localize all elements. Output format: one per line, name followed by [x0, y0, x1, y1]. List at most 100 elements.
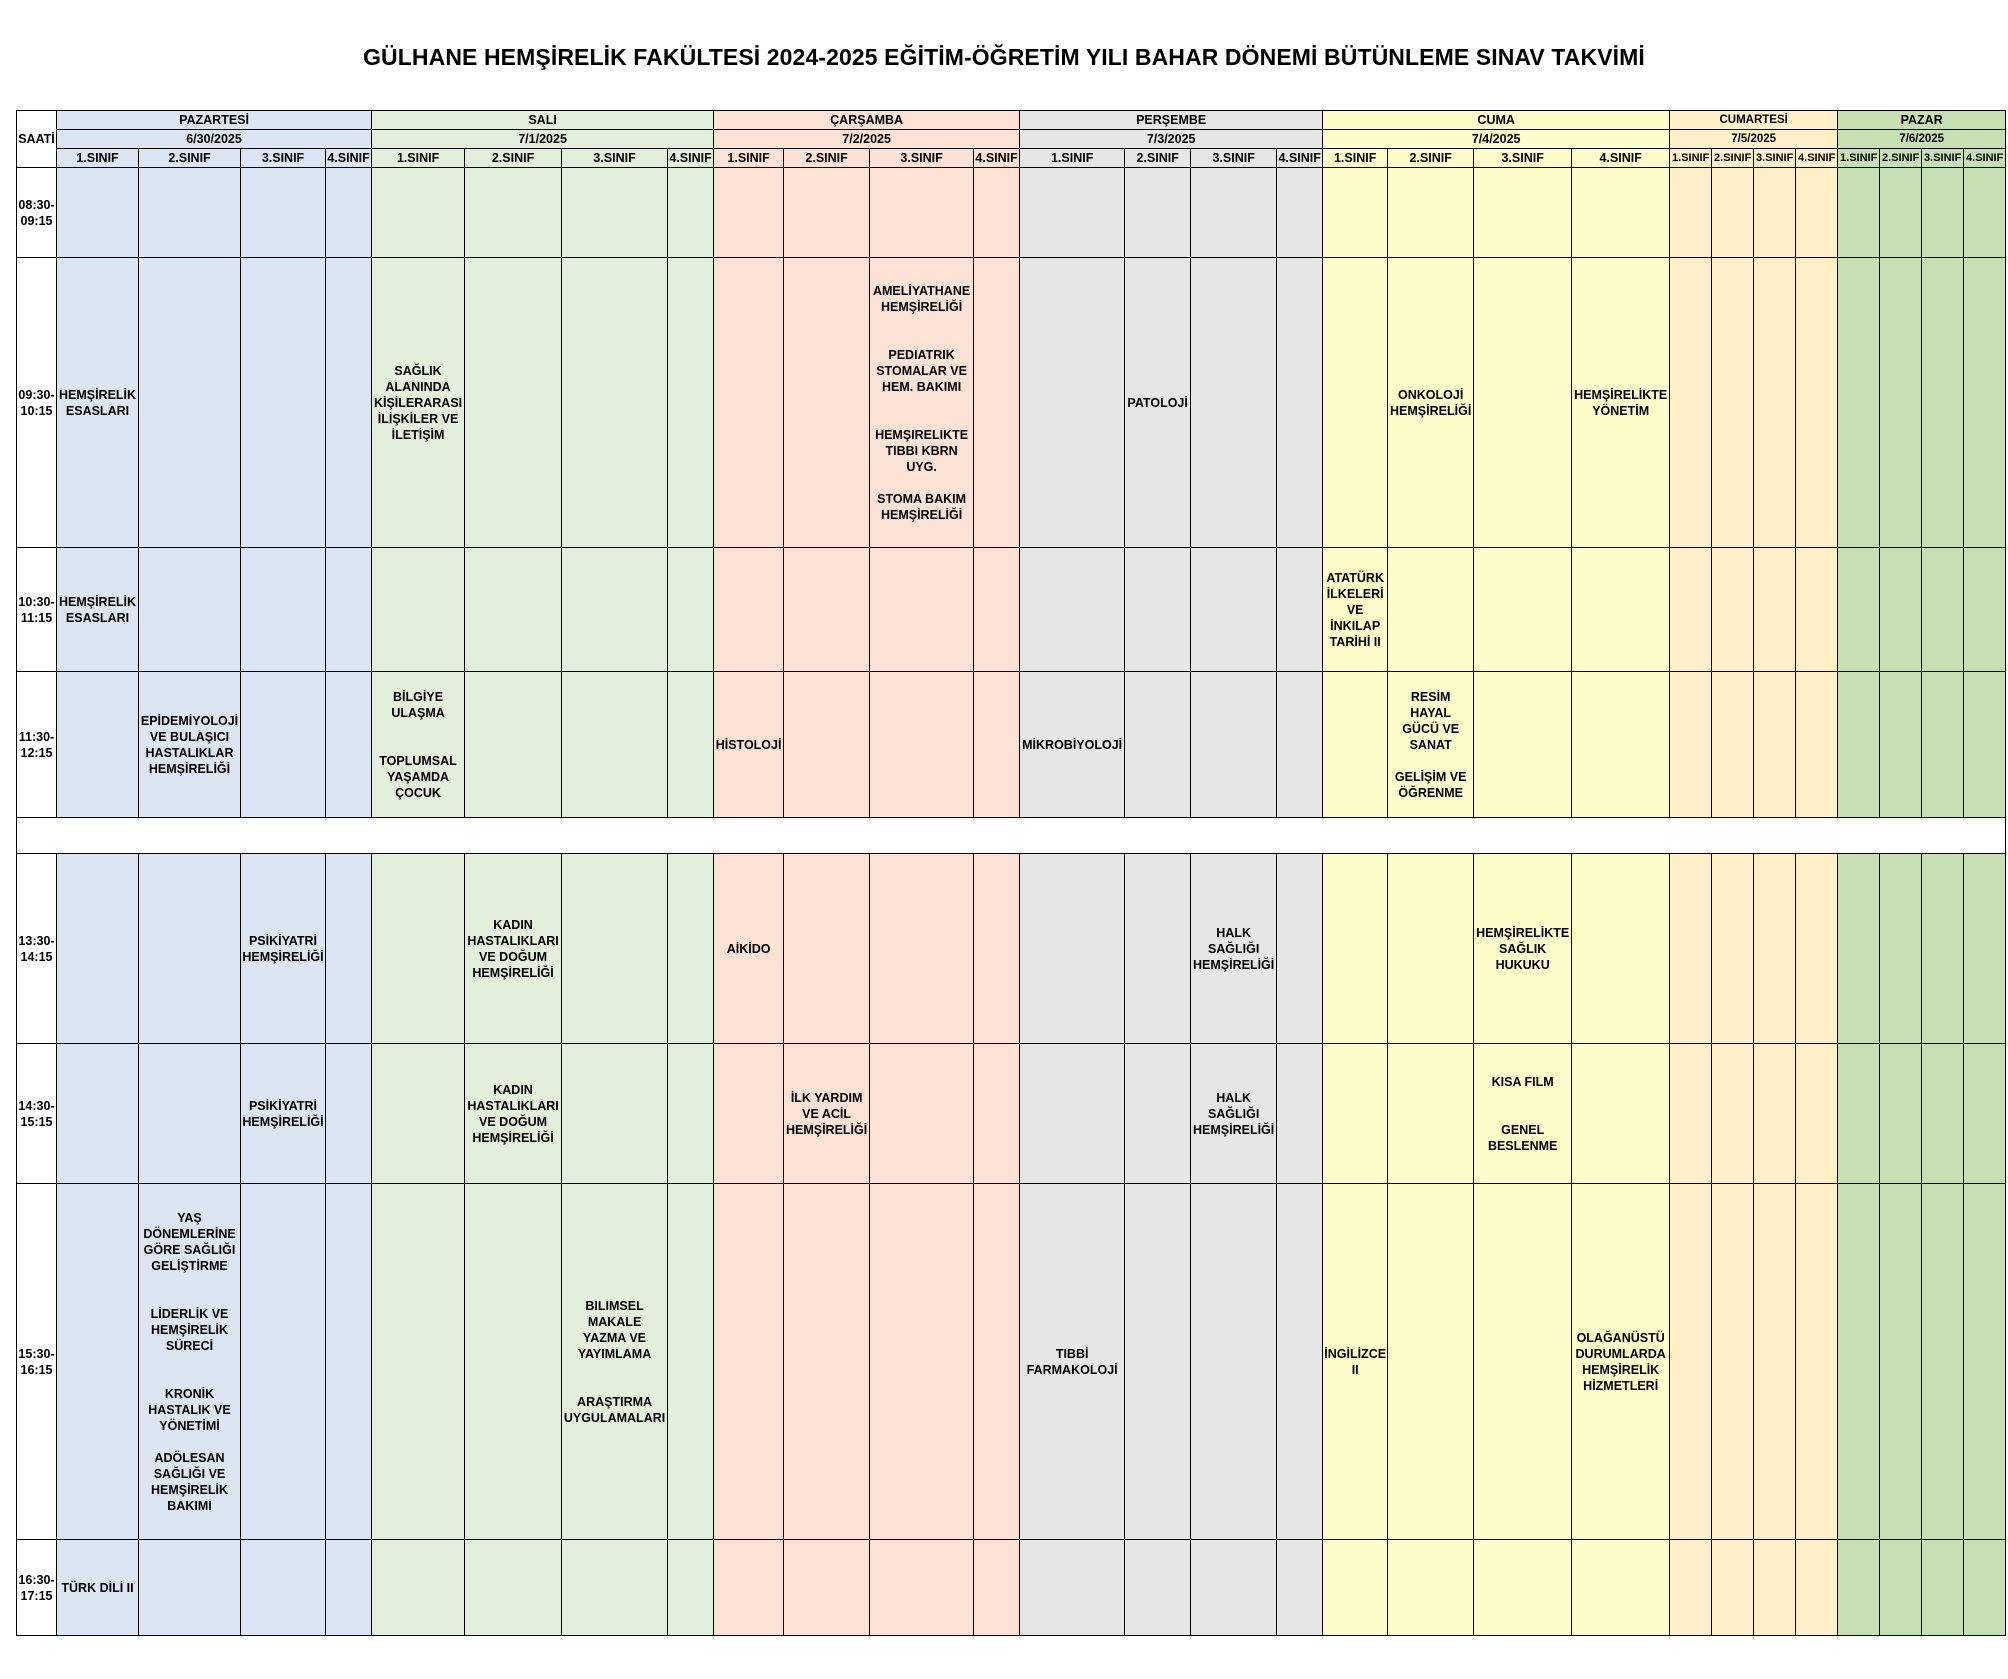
exam-cell: [1711, 671, 1755, 818]
exam-cell: [783, 1183, 871, 1540]
class-header-pazartesi-3: 3.SINIF: [240, 148, 326, 168]
exam-cell: [1711, 547, 1755, 672]
time-slot-row: 14:30- 15:15 PSİKİYATRİ HEMŞİRELİĞİ KADIN …: [16, 1043, 2007, 1184]
exam-cell: [1387, 853, 1475, 1044]
class-header-persembe-2: 2.SINIF: [1124, 148, 1192, 168]
exam-cell: [1963, 1043, 2007, 1184]
date-header-persembe: 7/3/2025: [1019, 129, 1324, 149]
exam-cell: [561, 1539, 669, 1636]
saati-header: SAATİ: [16, 110, 57, 168]
class-header-pazar-4: 4.SINIF: [1963, 148, 2007, 168]
exam-cell: [240, 547, 326, 672]
exam-cell: [1711, 1043, 1755, 1184]
exam-cell: [783, 257, 871, 548]
exam-cell: AMELİYATHANE HEMŞİRELİĞİ PEDIATRIK STOMA…: [869, 257, 975, 548]
class-header-cuma-1: 1.SINIF: [1322, 148, 1389, 168]
class-header-pazartesi-1: 1.SINIF: [56, 148, 139, 168]
exam-cell: [1795, 1183, 1839, 1540]
time-slot-row: 11:30- 12:15 EPİDEMİYOLOJİ VE BULAŞICI HA…: [16, 671, 2007, 818]
exam-cell: İNGİLİZCE II: [1322, 1183, 1389, 1540]
class-header-carsamba-1: 1.SINIF: [713, 148, 785, 168]
class-header-cumartesi-4: 4.SINIF: [1795, 148, 1839, 168]
exam-cell: [1837, 671, 1881, 818]
exam-cell: [973, 853, 1021, 1044]
exam-cell: BİLGİYE ULAŞMA TOPLUMSAL YAŞAMDA ÇOCUK: [371, 671, 466, 818]
exam-cell: [1190, 547, 1278, 672]
class-header-pazartesi-2: 2.SINIF: [138, 148, 241, 168]
exam-cell: [1190, 1539, 1278, 1636]
exam-cell: [1669, 671, 1713, 818]
exam-cell: [464, 671, 563, 818]
exam-cell: [1921, 547, 1965, 672]
exam-cell: [1921, 257, 1965, 548]
exam-cell: [56, 167, 139, 258]
exam-cell: [869, 671, 975, 818]
time-slot-label: 08:30- 09:15: [16, 167, 57, 258]
exam-cell: [713, 1183, 785, 1540]
exam-cell: [1124, 1539, 1192, 1636]
exam-cell: [1753, 1183, 1797, 1540]
exam-cell: [1473, 167, 1573, 258]
exam-cell: [371, 1043, 466, 1184]
exam-cell: [561, 167, 669, 258]
exam-cell: [783, 671, 871, 818]
exam-cell: [138, 257, 241, 548]
exam-cell: HEMŞİRELİK ESASLARI: [56, 547, 139, 672]
exam-cell: [1190, 257, 1278, 548]
exam-cell: [1921, 1539, 1965, 1636]
exam-cell: [1387, 167, 1475, 258]
exam-cell: [240, 1539, 326, 1636]
exam-cell: [1879, 1539, 1923, 1636]
exam-cell: [1124, 853, 1192, 1044]
date-header-cuma: 7/4/2025: [1322, 129, 1671, 149]
exam-cell: [973, 257, 1021, 548]
class-header-sali-2: 2.SINIF: [464, 148, 563, 168]
exam-cell: [1276, 671, 1324, 818]
exam-cell: [667, 671, 715, 818]
time-slot-row: 13:30- 14:15 PSİKİYATRİ HEMŞİRELİĞİ KADIN …: [16, 853, 2007, 1044]
exam-cell: [56, 671, 139, 818]
exam-cell: [1190, 671, 1278, 818]
exam-cell: [1837, 853, 1881, 1044]
exam-cell: [1963, 671, 2007, 818]
exam-cell: ONKOLOJİ HEMŞİRELİĞİ: [1387, 257, 1475, 548]
exam-cell: TIBBİ FARMAKOLOJİ: [1019, 1183, 1126, 1540]
exam-cell: [1879, 547, 1923, 672]
exam-cell: [324, 1043, 373, 1184]
exam-cell: [1963, 1539, 2007, 1636]
exam-cell: MİKROBİYOLOJİ: [1019, 671, 1126, 818]
exam-cell: [464, 257, 563, 548]
exam-cell: [56, 853, 139, 1044]
day-header-cuma: CUMA: [1322, 110, 1671, 130]
exam-cell: [371, 1183, 466, 1540]
date-header-carsamba: 7/2/2025: [713, 129, 1021, 149]
exam-cell: [1837, 1183, 1881, 1540]
exam-cell: [667, 257, 715, 548]
exam-cell: [869, 1043, 975, 1184]
exam-cell: [1669, 1183, 1713, 1540]
exam-cell: [324, 1183, 373, 1540]
exam-cell: [1921, 853, 1965, 1044]
exam-cell: [667, 1183, 715, 1540]
class-header-persembe-4: 4.SINIF: [1276, 148, 1324, 168]
exam-cell: [1795, 1539, 1839, 1636]
exam-cell: [1753, 853, 1797, 1044]
exam-cell: [1571, 853, 1671, 1044]
exam-cell: KISA FILM GENEL BESLENME: [1473, 1043, 1573, 1184]
exam-cell: [1711, 167, 1755, 258]
exam-cell: [1669, 547, 1713, 672]
exam-cell: [869, 167, 975, 258]
exam-cell: [1879, 853, 1923, 1044]
exam-cell: YAŞ DÖNEMLERİNE GÖRE SAĞLIĞI GELİŞTİRME …: [138, 1183, 241, 1540]
exam-cell: [1387, 547, 1475, 672]
exam-cell: [1124, 547, 1192, 672]
exam-cell: [1571, 167, 1671, 258]
day-header-pazartesi: PAZARTESİ: [55, 110, 373, 130]
exam-cell: [869, 547, 975, 672]
exam-cell: [1473, 1183, 1573, 1540]
exam-cell: [1879, 671, 1923, 818]
day-header-sali: SALI: [371, 110, 715, 130]
exam-cell: [667, 547, 715, 672]
exam-cell: [56, 1183, 139, 1540]
exam-cell: [240, 1183, 326, 1540]
